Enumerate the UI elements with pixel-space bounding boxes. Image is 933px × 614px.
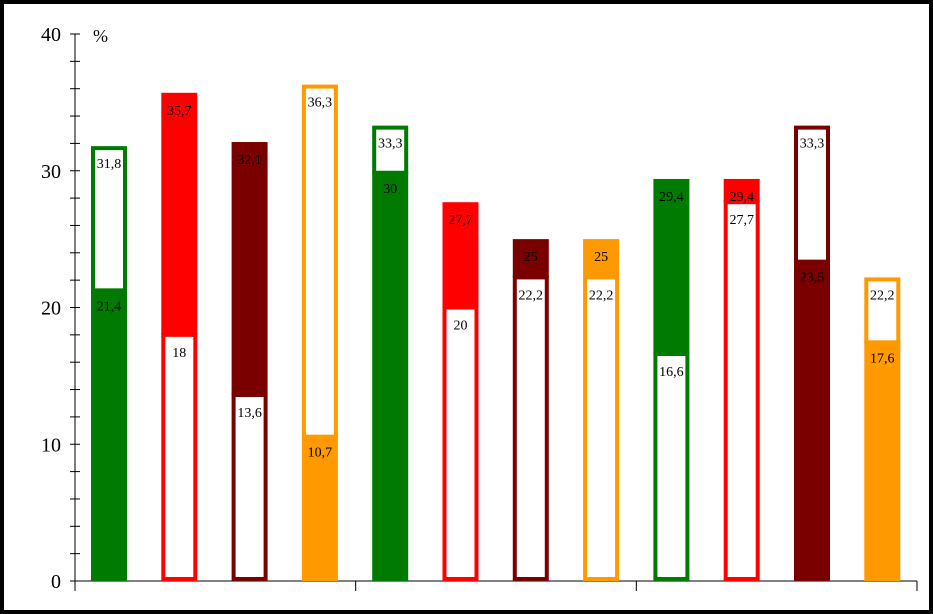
bar-fill-segment: [794, 259, 830, 581]
bar-fill-segment: [653, 178, 690, 354]
bar-outer-label: 33,3: [800, 137, 825, 152]
bar-outer-label: 33,3: [378, 137, 403, 152]
bar-inner-label: 23,5: [800, 271, 825, 286]
bar-outline-segment: [512, 275, 549, 581]
chart-frame: 0 10 20 30 40 31,8 21,4 35,7 18 32,1 13,6 36,3 10,7…: [4, 4, 929, 610]
y-tick-label: 30: [41, 161, 61, 183]
y-tick-label: 0: [51, 571, 61, 593]
bar-inner-label: 30: [383, 182, 397, 197]
bar-fill-segment: [864, 340, 901, 581]
axis-layer: 0 10 20 30 40: [41, 24, 918, 593]
bar-fill-segment: [512, 239, 549, 278]
bar-outline-segment: [723, 200, 760, 581]
bar-inner-label: 17,6: [870, 351, 895, 366]
bar-outline-segment: [301, 84, 338, 439]
bar-layer: [91, 84, 901, 581]
bar-inner-label: 10,7: [308, 446, 333, 461]
bar-fill-segment: [442, 202, 479, 308]
bar-outer-label: 27,7: [448, 213, 473, 228]
bar-fill-segment: [231, 142, 268, 396]
bar-outline-segment: [653, 351, 690, 581]
bar-outer-label: 32,1: [237, 153, 262, 168]
bar-outer-label: 29,4: [659, 190, 684, 205]
bar-inner-label: 18: [172, 346, 186, 361]
bar-fill-segment: [301, 434, 338, 581]
y-unit-label: %: [93, 26, 108, 46]
bar-fill-segment: [583, 239, 620, 278]
bar-outline-segment: [231, 393, 268, 581]
bar-outline-segment: [794, 125, 830, 264]
bar-inner-label: 13,6: [237, 406, 262, 421]
bar-outer-label: 22,2: [870, 288, 895, 303]
bar-outline-segment: [91, 146, 127, 293]
bar-outline-segment: [583, 275, 620, 581]
y-tick-label: 10: [41, 434, 61, 456]
bar-fill-segment: [161, 92, 198, 335]
bar-outer-label: 35,7: [167, 104, 192, 119]
y-tick-label: 20: [41, 298, 61, 320]
bar-inner-label: 21,4: [97, 299, 122, 314]
bar-outline-segment: [372, 125, 409, 175]
bar-outer-label: 25: [594, 250, 608, 265]
bar-outer-label: 31,8: [97, 157, 122, 172]
bar-outline-segment: [864, 277, 901, 345]
bar-outline-segment: [161, 332, 198, 581]
bar-outer-label: 29,4: [729, 190, 754, 205]
bar-outer-label: 36,3: [308, 96, 333, 111]
bar-fill-segment: [372, 170, 409, 581]
bar-inner-label: 27,7: [729, 213, 754, 228]
bar-fill-segment: [723, 178, 760, 203]
bar-inner-label: 22,2: [589, 288, 614, 303]
bar-fill-segment: [91, 288, 127, 581]
bar-outline-segment: [442, 305, 479, 581]
bar-outer-label: 25: [524, 250, 538, 265]
y-tick-label: 40: [41, 24, 61, 46]
label-layer: 31,8 21,4 35,7 18 32,1 13,6 36,3 10,7 33,3 30 27,7…: [97, 96, 895, 461]
bar-inner-label: 16,6: [659, 365, 684, 380]
bar-inner-label: 22,2: [519, 288, 544, 303]
bar-chart: 0 10 20 30 40 31,8 21,4 35,7 18 32,1 13,6 36,3 10,7…: [41, 24, 918, 593]
bar-inner-label: 20: [454, 319, 468, 334]
